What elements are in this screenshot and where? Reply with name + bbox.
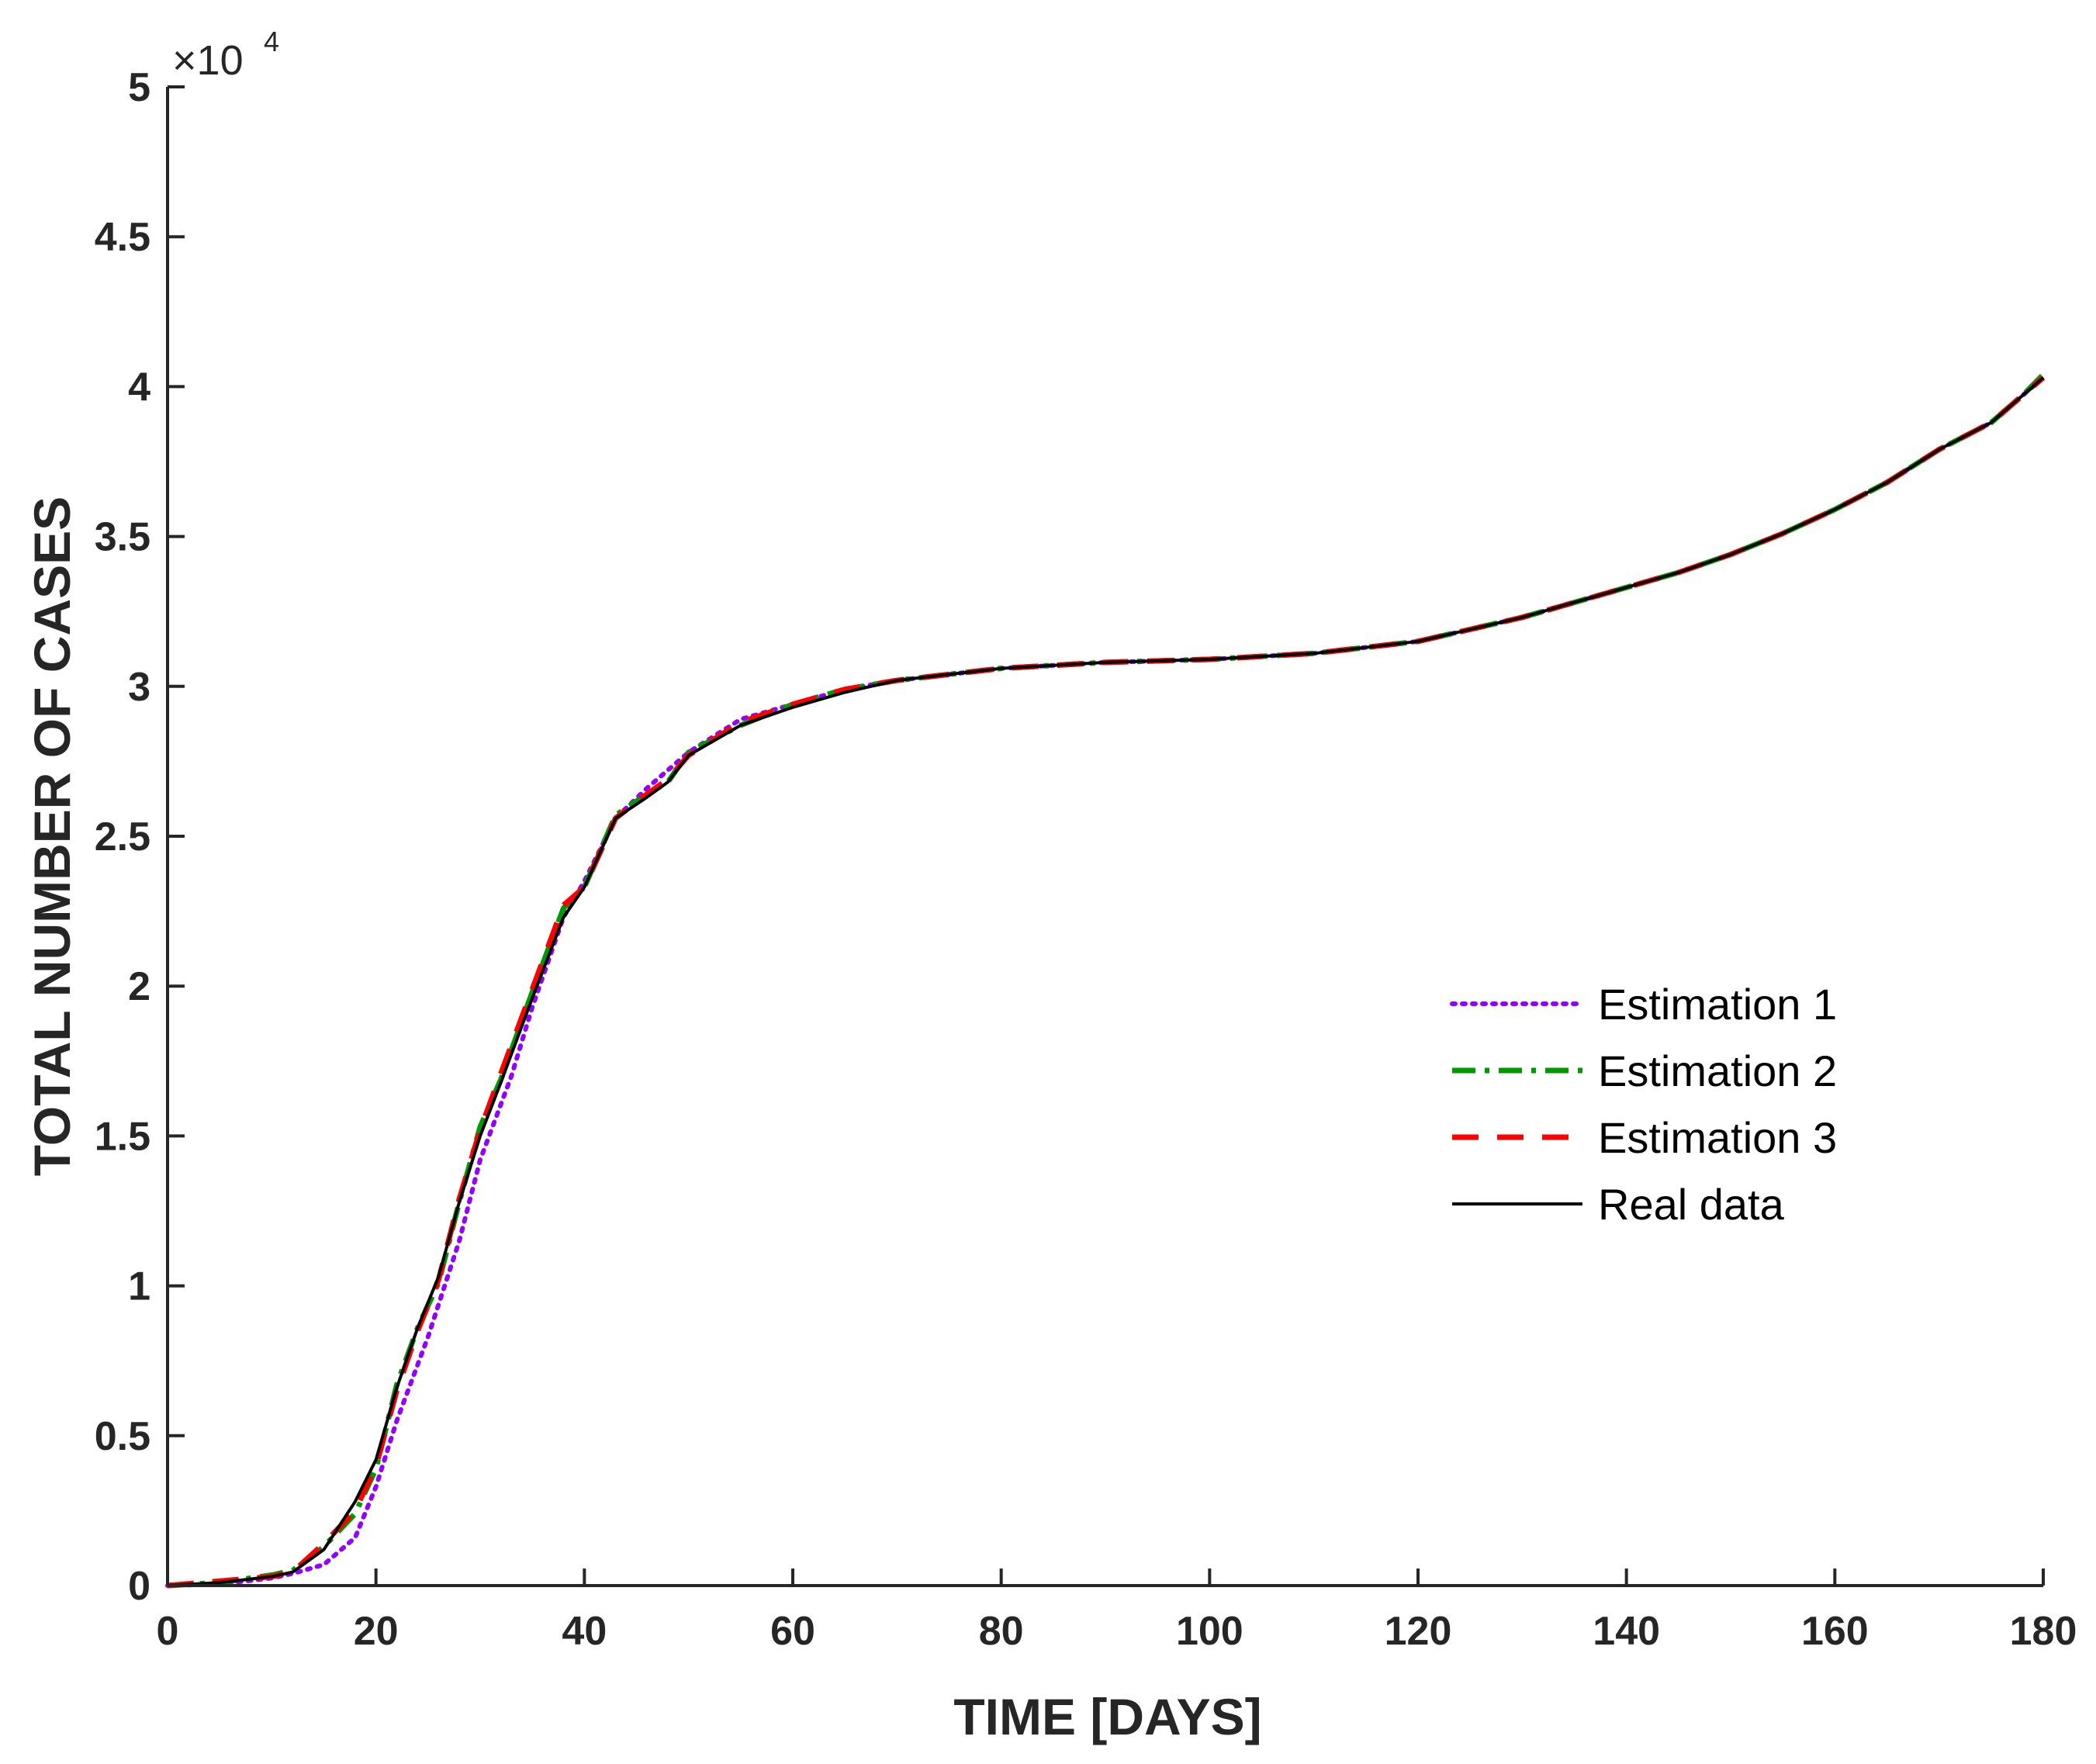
x-tick-label: 40 — [562, 1609, 607, 1654]
y-tick-label: 1 — [128, 1264, 150, 1309]
y-tick-label: 4 — [128, 365, 150, 410]
y-tick-label: 2 — [128, 964, 150, 1009]
legend-label: Estimation 3 — [1598, 1113, 1837, 1162]
legend-label: Real data — [1598, 1180, 1785, 1229]
legend-box — [1443, 962, 1877, 1241]
y-tick-label: 4.5 — [95, 215, 150, 260]
x-tick-label: 120 — [1385, 1609, 1452, 1654]
y-tick-label: 0.5 — [95, 1414, 150, 1459]
series-line-real-data — [167, 376, 2045, 1587]
y-tick-label: 1.5 — [95, 1114, 150, 1159]
x-tick-label: 100 — [1176, 1609, 1243, 1654]
y-tick-label: 5 — [128, 65, 150, 110]
legend: Estimation 1 Estimation 2 Estimation 3 Real… — [1443, 962, 1877, 1241]
x-tick-label: 0 — [157, 1609, 179, 1654]
y-tick-label: 3 — [128, 665, 150, 710]
y-axis-title: TOTAL NUMBER OF CASES — [23, 496, 81, 1176]
legend-label: Estimation 2 — [1598, 1046, 1837, 1095]
axes — [166, 87, 2043, 1587]
x-axis-title: TIME [DAYS] — [953, 1688, 1261, 1745]
y-tick-label: 0 — [128, 1564, 150, 1609]
y-tick-label: 2.5 — [95, 815, 150, 860]
x-tick-label: 60 — [770, 1609, 815, 1654]
y-axis-exponent-power: 4 — [264, 26, 279, 57]
x-tick-label: 160 — [1801, 1609, 1869, 1654]
x-tick-label: 180 — [2010, 1609, 2077, 1654]
y-axis-exponent-base: ×10 — [172, 37, 244, 84]
x-tick-label: 140 — [1593, 1609, 1660, 1654]
ticks: 0 20 40 60 80 100 120 140 160 180 0 0.5 1 1.5 2 2.5 3 3.5… — [95, 65, 2077, 1654]
series-layer — [165, 372, 2046, 1589]
x-tick-label: 20 — [354, 1609, 399, 1654]
legend-label: Estimation 1 — [1598, 980, 1837, 1029]
y-tick-label: 3.5 — [95, 515, 150, 560]
x-tick-label: 80 — [979, 1609, 1024, 1654]
